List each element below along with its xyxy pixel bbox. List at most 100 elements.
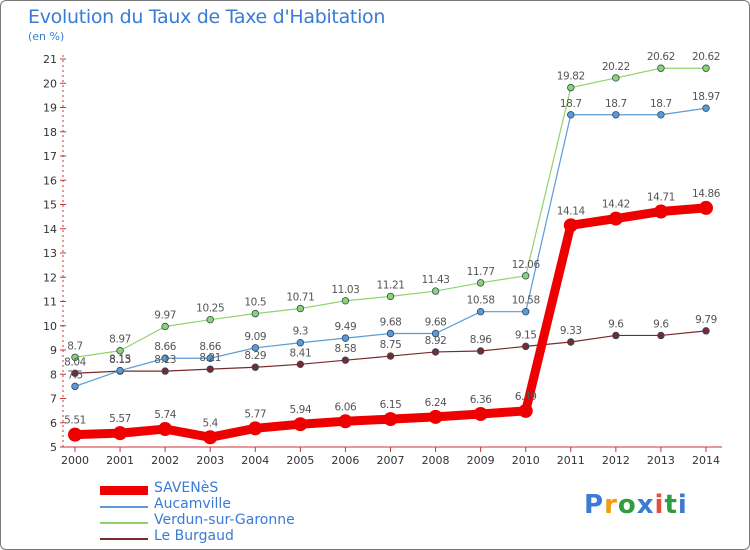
brand-letter: P: [584, 490, 605, 520]
y-tick-label: 13: [43, 247, 57, 260]
data-point: [296, 339, 305, 347]
x-tick-label: 2007: [377, 454, 405, 467]
x-tick-label: 2012: [602, 454, 630, 467]
y-tick-label: 17: [43, 150, 57, 163]
data-point: [338, 414, 353, 429]
data-point: [657, 64, 665, 72]
y-tick-label: 21: [43, 53, 57, 66]
data-point: [248, 421, 263, 436]
data-point: [206, 354, 214, 362]
x-tick-label: 2008: [422, 454, 450, 467]
data-label: 8.66: [199, 341, 221, 353]
data-label: 11.21: [376, 279, 404, 291]
y-tick-label: 9: [50, 344, 57, 357]
y-tick-label: 15: [43, 199, 57, 212]
data-label: 14.71: [647, 192, 675, 204]
data-point: [702, 64, 710, 72]
data-point: [473, 407, 488, 422]
data-point: [203, 430, 218, 445]
data-point: [612, 111, 620, 119]
data-point: [251, 344, 259, 352]
data-label: 5.51: [64, 415, 86, 427]
data-label: 8.15: [109, 354, 131, 366]
data-point: [296, 360, 305, 369]
data-point: [113, 426, 128, 441]
data-label: 18.97: [692, 91, 720, 103]
data-point: [206, 365, 214, 373]
data-point: [522, 307, 530, 316]
data-label: 5.94: [289, 404, 311, 416]
data-point: [608, 211, 623, 226]
data-point: [386, 292, 395, 301]
data-label: 8.13: [109, 354, 131, 366]
data-label: 20.22: [602, 61, 630, 73]
data-label: 11.03: [331, 284, 359, 296]
x-tick-label: 2009: [467, 454, 495, 467]
data-point: [293, 417, 308, 432]
brand-letter: i: [654, 490, 665, 520]
data-point: [476, 347, 485, 355]
data-point: [476, 279, 485, 287]
data-label: 9.33: [560, 325, 582, 337]
data-point: [68, 427, 82, 442]
data-point: [612, 331, 620, 340]
data-point: [431, 348, 440, 356]
data-point: [161, 367, 169, 375]
x-tick-label: 2003: [196, 454, 224, 467]
data-label: 5.57: [109, 413, 131, 425]
y-tick-label: 20: [43, 77, 57, 90]
data-label: 10.58: [512, 295, 540, 307]
legend-swatch-savenes: [100, 486, 148, 495]
data-label: 11.77: [467, 266, 495, 278]
data-point: [653, 204, 668, 219]
data-label: 8.7: [67, 340, 83, 352]
data-label: 5.4: [202, 417, 218, 429]
data-label: 19.82: [557, 71, 585, 83]
data-point: [341, 334, 350, 342]
data-label: 9.68: [425, 317, 447, 329]
data-point: [431, 329, 440, 338]
data-point: [161, 322, 169, 331]
legend-swatch-verdun: [100, 522, 148, 524]
x-tick-label: 2002: [151, 454, 179, 467]
y-tick-label: 12: [43, 271, 57, 284]
y-tick-label: 5: [50, 441, 57, 454]
data-label: 5.74: [154, 409, 176, 421]
data-point: [116, 347, 124, 355]
data-point: [702, 104, 710, 112]
data-label: 9.15: [515, 329, 537, 341]
data-point: [386, 329, 395, 338]
data-label: 8.29: [244, 350, 266, 362]
data-point: [206, 315, 214, 324]
data-point: [71, 382, 79, 391]
x-tick-label: 2000: [61, 454, 89, 467]
data-label: 8.75: [380, 339, 402, 351]
data-point: [431, 287, 440, 295]
data-label: 9.09: [244, 331, 266, 343]
data-label: 8.04: [64, 356, 86, 368]
data-label: 14.42: [602, 199, 630, 211]
data-point: [567, 111, 575, 119]
chart-title: Evolution du Taux de Taxe d'Habitation: [28, 6, 386, 28]
data-label: 8.92: [425, 335, 447, 347]
data-label: 9.97: [154, 309, 176, 321]
legend-swatch-burgaud: [100, 538, 148, 540]
brand-letter: t: [664, 490, 678, 520]
y-tick-label: 7: [50, 393, 57, 406]
data-label: 7.5: [67, 369, 83, 381]
legend-swatch-aucamville: [100, 506, 148, 508]
brand-logo: Proxiti: [584, 490, 688, 520]
data-point: [383, 412, 398, 427]
data-point: [158, 422, 173, 437]
data-label: 10.71: [286, 292, 314, 304]
data-label: 14.86: [692, 188, 721, 200]
data-label: 8.41: [289, 347, 311, 359]
brand-letter: o: [617, 490, 637, 520]
data-label: 6.36: [470, 394, 492, 406]
data-point: [296, 304, 305, 313]
x-tick-label: 2006: [331, 454, 359, 467]
data-label: 8.66: [154, 341, 176, 353]
data-point: [657, 111, 665, 119]
